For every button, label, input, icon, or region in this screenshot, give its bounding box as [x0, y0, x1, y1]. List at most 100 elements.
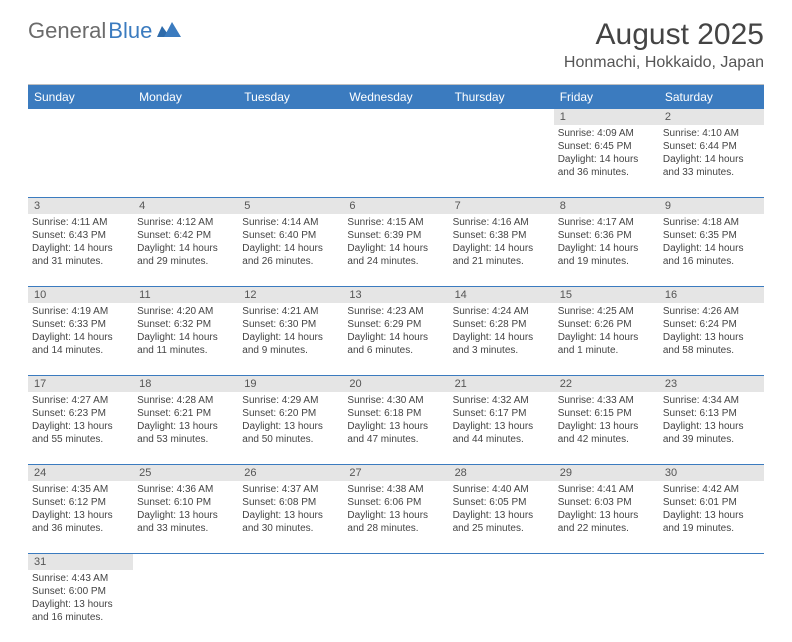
calendar-cell: Sunrise: 4:14 AMSunset: 6:40 PMDaylight:… [238, 214, 343, 286]
sunrise-text: Sunrise: 4:36 AM [137, 483, 234, 496]
sunrise-text: Sunrise: 4:38 AM [347, 483, 444, 496]
sunset-text: Sunset: 6:45 PM [558, 140, 655, 153]
calendar-cell: Sunrise: 4:38 AMSunset: 6:06 PMDaylight:… [343, 481, 448, 553]
day-number: 23 [659, 376, 764, 392]
calendar-cell: Sunrise: 4:23 AMSunset: 6:29 PMDaylight:… [343, 303, 448, 375]
calendar-cell: Sunrise: 4:36 AMSunset: 6:10 PMDaylight:… [133, 481, 238, 553]
day-number: 25 [133, 465, 238, 481]
sunrise-text: Sunrise: 4:25 AM [558, 305, 655, 318]
weekday-label: Sunday [28, 85, 133, 109]
daylight-text: Daylight: 13 hours and 55 minutes. [32, 420, 129, 446]
sunrise-text: Sunrise: 4:12 AM [137, 216, 234, 229]
sunset-text: Sunset: 6:30 PM [242, 318, 339, 331]
calendar-cell: Sunrise: 4:25 AMSunset: 6:26 PMDaylight:… [554, 303, 659, 375]
calendar-cell: Sunrise: 4:17 AMSunset: 6:36 PMDaylight:… [554, 214, 659, 286]
sunset-text: Sunset: 6:42 PM [137, 229, 234, 242]
calendar-cell: Sunrise: 4:35 AMSunset: 6:12 PMDaylight:… [28, 481, 133, 553]
month-title: August 2025 [564, 18, 764, 52]
sunrise-text: Sunrise: 4:34 AM [663, 394, 760, 407]
calendar-cell: Sunrise: 4:37 AMSunset: 6:08 PMDaylight:… [238, 481, 343, 553]
sunrise-text: Sunrise: 4:10 AM [663, 127, 760, 140]
daylight-text: Daylight: 13 hours and 30 minutes. [242, 509, 339, 535]
sunrise-text: Sunrise: 4:29 AM [242, 394, 339, 407]
daylight-text: Daylight: 13 hours and 28 minutes. [347, 509, 444, 535]
day-number: 3 [28, 198, 133, 214]
sunrise-text: Sunrise: 4:18 AM [663, 216, 760, 229]
sunset-text: Sunset: 6:18 PM [347, 407, 444, 420]
day-number [449, 554, 554, 570]
daynum-row: 3456789 [28, 198, 764, 214]
daylight-text: Daylight: 13 hours and 58 minutes. [663, 331, 760, 357]
day-number [343, 554, 448, 570]
sunset-text: Sunset: 6:05 PM [453, 496, 550, 509]
daynum-row: 12 [28, 109, 764, 125]
weekday-label: Tuesday [238, 85, 343, 109]
daylight-text: Daylight: 14 hours and 31 minutes. [32, 242, 129, 268]
daylight-text: Daylight: 14 hours and 6 minutes. [347, 331, 444, 357]
day-number: 8 [554, 198, 659, 214]
week-row: Sunrise: 4:35 AMSunset: 6:12 PMDaylight:… [28, 481, 764, 554]
weekday-label: Wednesday [343, 85, 448, 109]
day-number: 22 [554, 376, 659, 392]
weekday-label: Saturday [659, 85, 764, 109]
daylight-text: Daylight: 14 hours and 24 minutes. [347, 242, 444, 268]
daylight-text: Daylight: 13 hours and 42 minutes. [558, 420, 655, 446]
sunset-text: Sunset: 6:08 PM [242, 496, 339, 509]
sunrise-text: Sunrise: 4:37 AM [242, 483, 339, 496]
day-number: 1 [554, 109, 659, 125]
sunset-text: Sunset: 6:01 PM [663, 496, 760, 509]
daylight-text: Daylight: 14 hours and 9 minutes. [242, 331, 339, 357]
daylight-text: Daylight: 14 hours and 29 minutes. [137, 242, 234, 268]
day-number: 13 [343, 287, 448, 303]
sunset-text: Sunset: 6:13 PM [663, 407, 760, 420]
calendar-cell: Sunrise: 4:27 AMSunset: 6:23 PMDaylight:… [28, 392, 133, 464]
day-number: 11 [133, 287, 238, 303]
calendar-cell: Sunrise: 4:30 AMSunset: 6:18 PMDaylight:… [343, 392, 448, 464]
day-number: 10 [28, 287, 133, 303]
calendar-cell: Sunrise: 4:29 AMSunset: 6:20 PMDaylight:… [238, 392, 343, 464]
day-number [28, 109, 133, 125]
calendar-cell: Sunrise: 4:24 AMSunset: 6:28 PMDaylight:… [449, 303, 554, 375]
weeks-container: 12Sunrise: 4:09 AMSunset: 6:45 PMDayligh… [28, 109, 764, 642]
day-number: 7 [449, 198, 554, 214]
daylight-text: Daylight: 13 hours and 16 minutes. [32, 598, 129, 624]
day-number: 6 [343, 198, 448, 214]
day-number: 28 [449, 465, 554, 481]
sunrise-text: Sunrise: 4:16 AM [453, 216, 550, 229]
sunset-text: Sunset: 6:15 PM [558, 407, 655, 420]
day-number: 14 [449, 287, 554, 303]
day-number: 4 [133, 198, 238, 214]
sunrise-text: Sunrise: 4:42 AM [663, 483, 760, 496]
daylight-text: Daylight: 13 hours and 22 minutes. [558, 509, 655, 535]
sunset-text: Sunset: 6:12 PM [32, 496, 129, 509]
day-number: 12 [238, 287, 343, 303]
sunrise-text: Sunrise: 4:43 AM [32, 572, 129, 585]
weekday-header: Sunday Monday Tuesday Wednesday Thursday… [28, 85, 764, 109]
calendar-cell [238, 125, 343, 197]
calendar-cell: Sunrise: 4:09 AMSunset: 6:45 PMDaylight:… [554, 125, 659, 197]
calendar-cell: Sunrise: 4:43 AMSunset: 6:00 PMDaylight:… [28, 570, 133, 642]
daylight-text: Daylight: 14 hours and 26 minutes. [242, 242, 339, 268]
daylight-text: Daylight: 13 hours and 39 minutes. [663, 420, 760, 446]
calendar-cell: Sunrise: 4:32 AMSunset: 6:17 PMDaylight:… [449, 392, 554, 464]
calendar-cell: Sunrise: 4:11 AMSunset: 6:43 PMDaylight:… [28, 214, 133, 286]
sunrise-text: Sunrise: 4:41 AM [558, 483, 655, 496]
sunset-text: Sunset: 6:23 PM [32, 407, 129, 420]
week-row: Sunrise: 4:27 AMSunset: 6:23 PMDaylight:… [28, 392, 764, 465]
calendar-cell: Sunrise: 4:16 AMSunset: 6:38 PMDaylight:… [449, 214, 554, 286]
sunrise-text: Sunrise: 4:17 AM [558, 216, 655, 229]
calendar-cell: Sunrise: 4:28 AMSunset: 6:21 PMDaylight:… [133, 392, 238, 464]
page-header: GeneralBlue August 2025 Honmachi, Hokkai… [0, 0, 792, 80]
sunrise-text: Sunrise: 4:33 AM [558, 394, 655, 407]
sunrise-text: Sunrise: 4:09 AM [558, 127, 655, 140]
calendar-cell: Sunrise: 4:10 AMSunset: 6:44 PMDaylight:… [659, 125, 764, 197]
calendar-cell [133, 570, 238, 642]
day-number [133, 554, 238, 570]
sunset-text: Sunset: 6:06 PM [347, 496, 444, 509]
daylight-text: Daylight: 13 hours and 50 minutes. [242, 420, 339, 446]
calendar-cell: Sunrise: 4:26 AMSunset: 6:24 PMDaylight:… [659, 303, 764, 375]
day-number: 16 [659, 287, 764, 303]
sunrise-text: Sunrise: 4:28 AM [137, 394, 234, 407]
sunset-text: Sunset: 6:40 PM [242, 229, 339, 242]
sunrise-text: Sunrise: 4:23 AM [347, 305, 444, 318]
